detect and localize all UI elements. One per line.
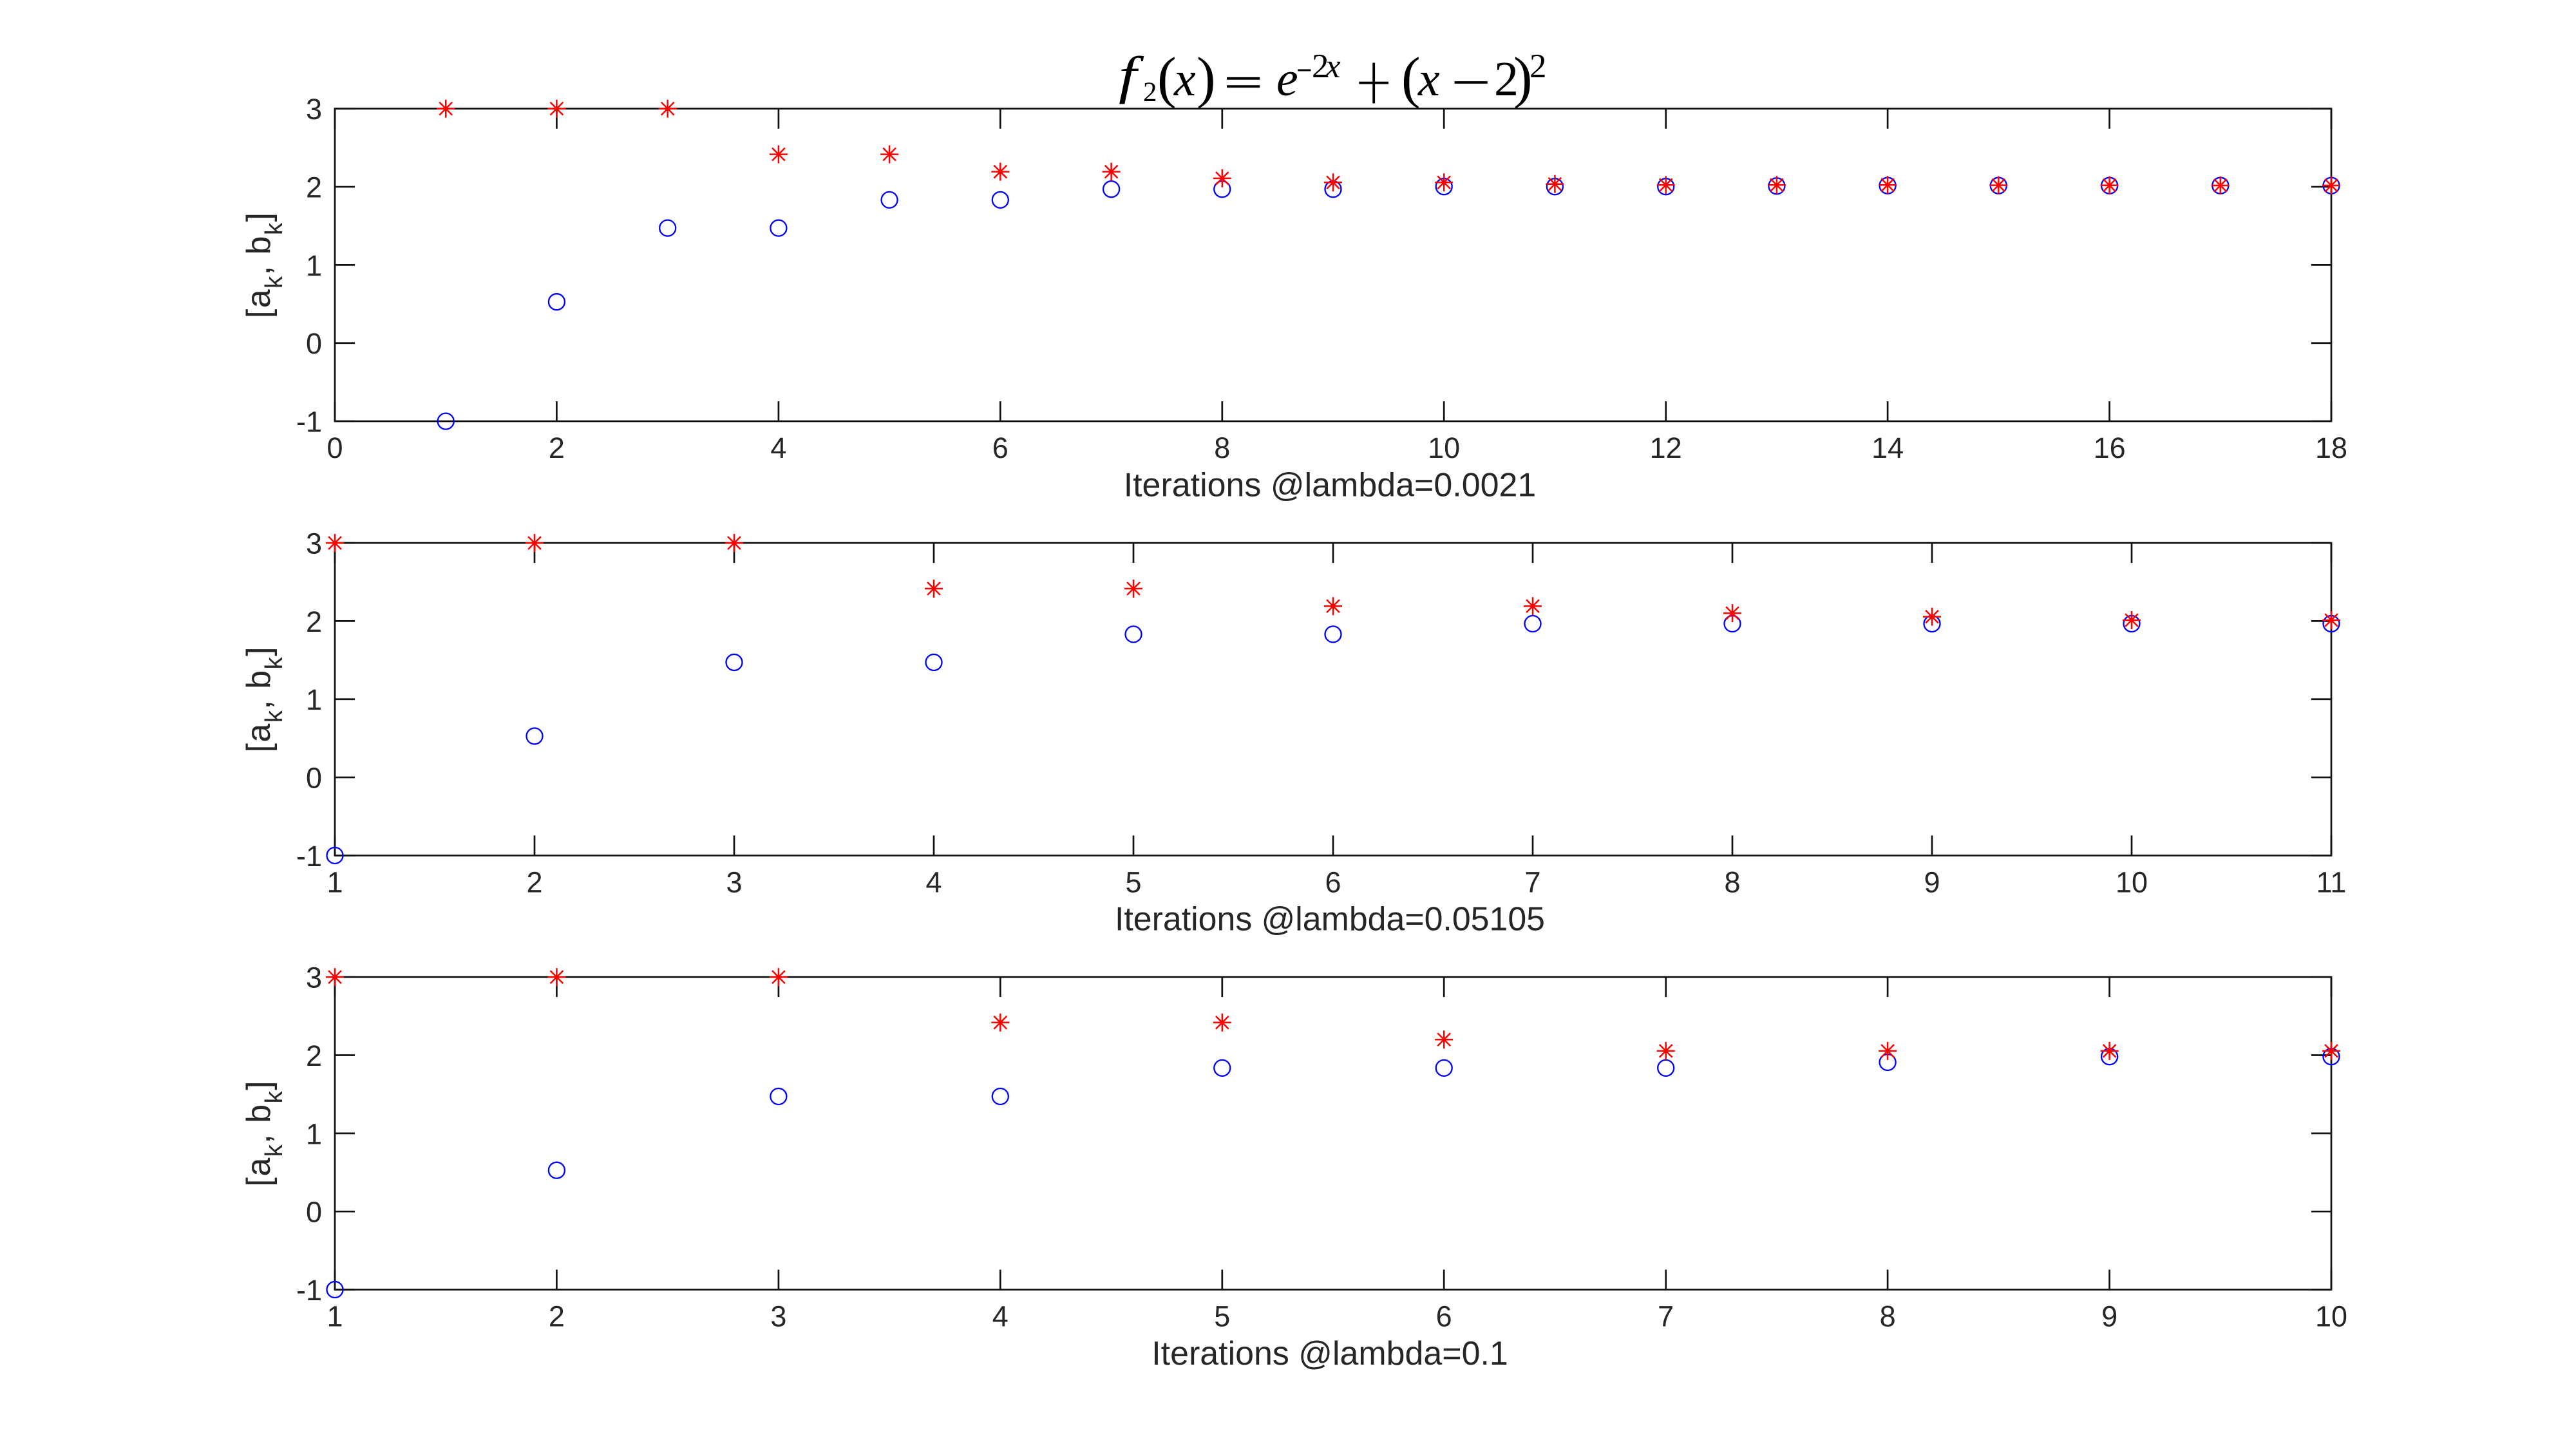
svg-text:3: 3	[306, 93, 322, 126]
svg-text:1: 1	[306, 1117, 322, 1150]
svg-text:(: (	[1157, 46, 1177, 109]
svg-text:-1: -1	[296, 406, 322, 439]
svg-text:9: 9	[2101, 1300, 2117, 1333]
svg-text:x: x	[1325, 48, 1341, 85]
svg-text:2: 2	[306, 1039, 322, 1072]
svg-text:2: 2	[1530, 48, 1547, 85]
svg-text:0: 0	[327, 431, 343, 464]
svg-text:7: 7	[1524, 866, 1540, 898]
svg-text:9: 9	[1924, 866, 1940, 898]
svg-text:-1: -1	[296, 840, 322, 873]
svg-text:10: 10	[1428, 431, 1460, 464]
svg-text:2: 2	[1312, 48, 1329, 85]
svg-text:10: 10	[2116, 866, 2148, 898]
svg-text:1: 1	[327, 1300, 343, 1333]
svg-text:1: 1	[327, 866, 343, 898]
svg-text:2: 2	[306, 605, 322, 638]
svg-text:0: 0	[306, 1196, 322, 1229]
svg-text:18: 18	[2315, 431, 2347, 464]
svg-text:1: 1	[306, 249, 322, 282]
svg-text:2: 2	[526, 866, 542, 898]
svg-text:10: 10	[2315, 1300, 2347, 1333]
svg-text:6: 6	[1325, 866, 1341, 898]
svg-text:3: 3	[770, 1300, 786, 1333]
svg-text:Iterations @lambda=0.0021: Iterations @lambda=0.0021	[1124, 466, 1537, 504]
svg-text:3: 3	[306, 961, 322, 994]
svg-text:14: 14	[1871, 431, 1904, 464]
svg-text:8: 8	[1724, 866, 1740, 898]
svg-text:7: 7	[1658, 1300, 1674, 1333]
svg-text:-1: -1	[296, 1274, 322, 1307]
svg-text:8: 8	[1880, 1300, 1896, 1333]
svg-text:6: 6	[992, 431, 1009, 464]
svg-text:4: 4	[770, 431, 786, 464]
svg-text:2: 2	[1143, 77, 1157, 108]
svg-text:1: 1	[306, 683, 322, 716]
svg-text:2: 2	[306, 171, 322, 204]
svg-text:2: 2	[549, 1300, 565, 1333]
svg-text:0: 0	[306, 327, 322, 360]
svg-text:Iterations @lambda=0.1: Iterations @lambda=0.1	[1151, 1335, 1508, 1372]
svg-text:3: 3	[726, 866, 742, 898]
svg-text:0: 0	[306, 762, 322, 795]
svg-text:4: 4	[992, 1300, 1009, 1333]
svg-text:8: 8	[1214, 431, 1230, 464]
svg-text:6: 6	[1436, 1300, 1452, 1333]
svg-text:16: 16	[2094, 431, 2126, 464]
svg-text:2: 2	[1494, 52, 1519, 106]
svg-text:3: 3	[306, 527, 322, 560]
svg-text:Iterations @lambda=0.05105: Iterations @lambda=0.05105	[1115, 901, 1545, 938]
svg-text:e: e	[1276, 52, 1298, 106]
svg-text:11: 11	[2316, 866, 2347, 898]
svg-text:12: 12	[1650, 431, 1682, 464]
svg-text:x: x	[1173, 52, 1196, 106]
svg-text:5: 5	[1125, 866, 1141, 898]
svg-text:x: x	[1417, 52, 1440, 106]
svg-text:2: 2	[549, 431, 565, 464]
svg-text:(: (	[1401, 46, 1421, 109]
svg-text:5: 5	[1214, 1300, 1230, 1333]
svg-text:4: 4	[925, 866, 942, 898]
svg-text:): )	[1513, 46, 1533, 109]
svg-text:): )	[1197, 46, 1216, 109]
